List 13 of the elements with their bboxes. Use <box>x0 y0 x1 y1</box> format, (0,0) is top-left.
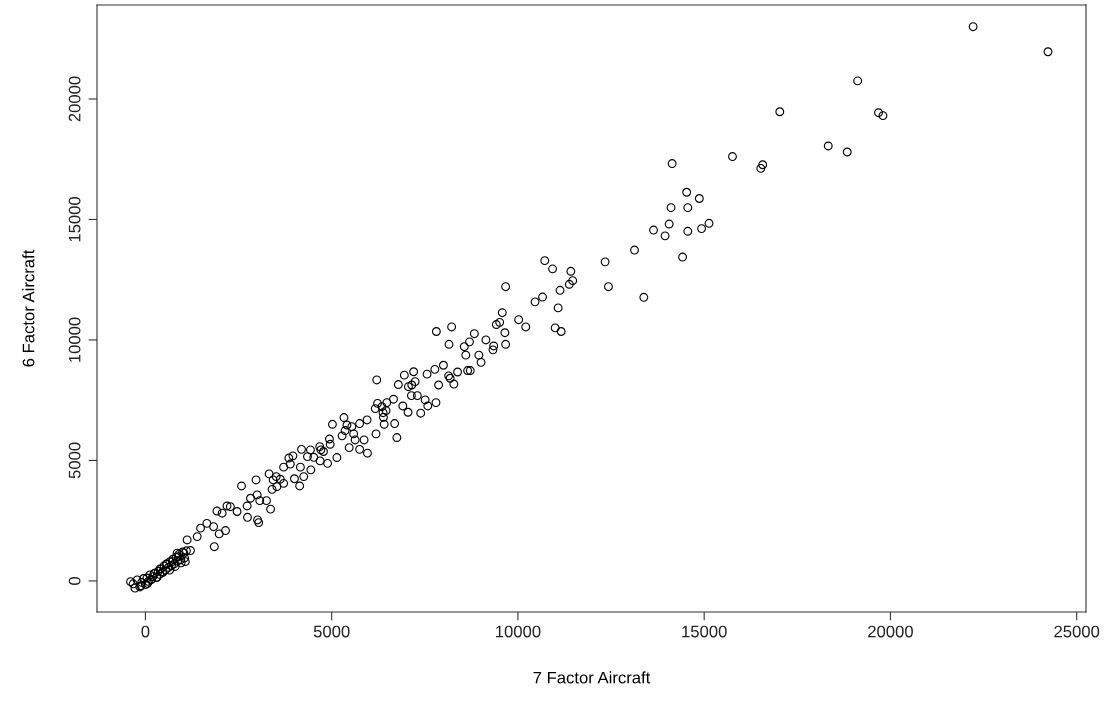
x-axis-title: 7 Factor Aircraft <box>533 671 651 684</box>
x-tick-label: 10000 <box>496 625 541 638</box>
x-tick-label: 0 <box>141 625 150 638</box>
x-tick-label: 20000 <box>868 625 913 638</box>
y-tick-label: 20000 <box>68 76 81 122</box>
y-tick-label: 0 <box>68 576 81 585</box>
x-tick-label: 25000 <box>1054 625 1100 638</box>
x-tick-label: 15000 <box>682 625 727 638</box>
y-tick-label: 10000 <box>68 317 81 362</box>
y-tick-label: 5000 <box>68 442 81 479</box>
x-tick-label: 5000 <box>313 625 350 638</box>
y-axis-title: 6 Factor Aircraft <box>22 249 35 367</box>
y-tick-label: 15000 <box>68 196 81 242</box>
